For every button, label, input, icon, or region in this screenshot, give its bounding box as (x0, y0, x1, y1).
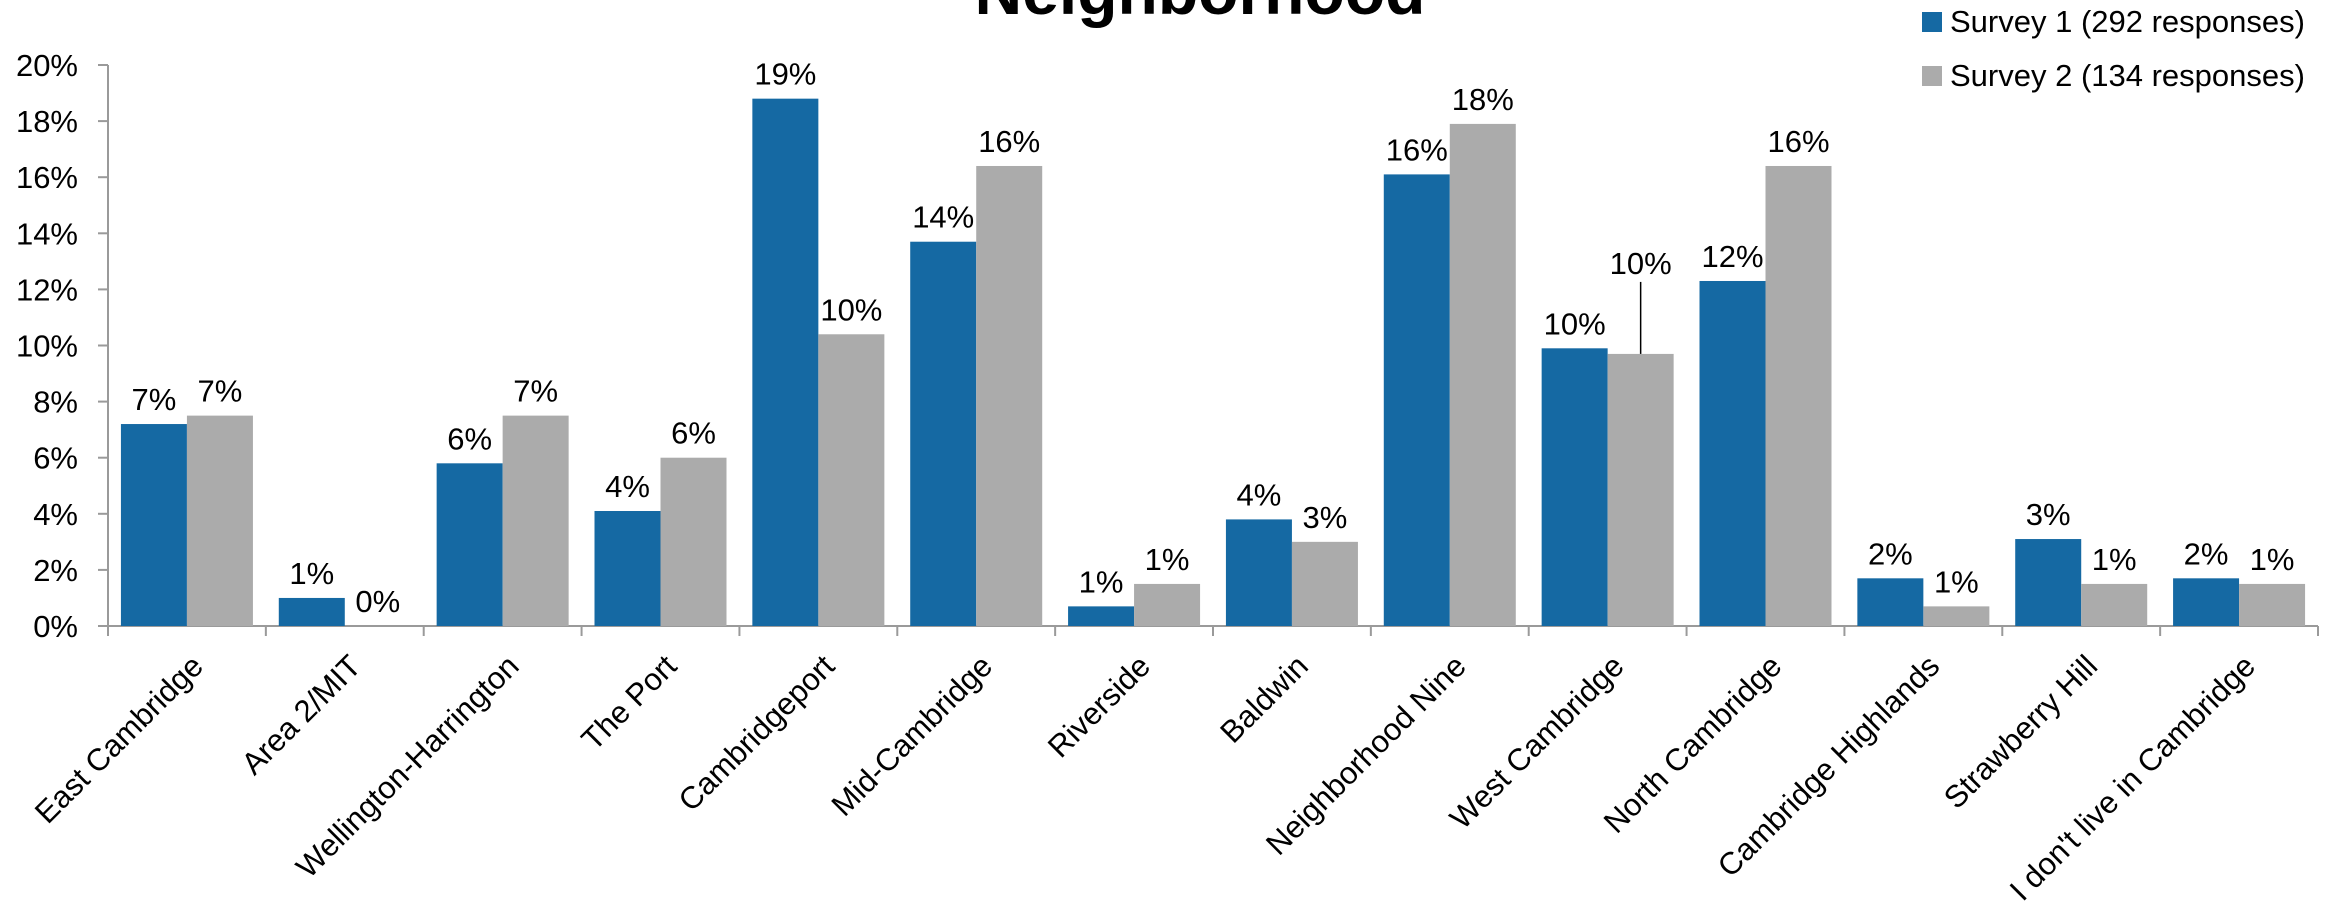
data-labels: 7% 1% 6% 4% 19% 14% 1% 4% 16% 10% 12% 2% 3% 2% 7% 0% 7% 6… (132, 57, 2295, 619)
bar-series-2 (976, 165, 1043, 627)
bar-series-1 (436, 463, 503, 626)
bar-series-2 (2239, 583, 2306, 626)
bar-series-2 (1449, 123, 1516, 626)
y-tick-label: 2% (33, 553, 78, 588)
data-label: 19% (754, 57, 816, 92)
data-label: 2% (1868, 536, 1913, 571)
data-label: 1% (1079, 564, 1124, 599)
data-label: 4% (1237, 477, 1282, 512)
bar-series-2 (660, 457, 727, 626)
bar-series-2 (1291, 541, 1358, 626)
x-tick-label: West Cambridge (1443, 648, 1631, 836)
bar-series-1 (2015, 539, 2082, 626)
data-label: 12% (1701, 239, 1763, 274)
data-label: 7% (513, 374, 558, 409)
legend-swatch-2 (1922, 66, 1942, 86)
bar-series-1 (1857, 578, 1924, 626)
bar-series-1 (1699, 280, 1766, 626)
bar-series-1 (120, 424, 187, 626)
x-tick-label: The Port (575, 648, 684, 757)
data-label: 1% (1145, 542, 1190, 577)
data-label: 16% (1386, 132, 1448, 167)
bars (120, 98, 2306, 627)
data-label: 7% (132, 382, 177, 417)
x-tick-label: Area 2/MIT (235, 648, 368, 781)
x-tick-label: Strawberry Hill (1937, 648, 2104, 815)
y-tick-label: 16% (16, 160, 78, 195)
chart-title: Neighborhood (975, 0, 1426, 28)
data-label: 6% (447, 421, 492, 456)
bar-series-2 (502, 415, 569, 626)
data-label: 1% (289, 556, 334, 591)
bar-series-1 (1225, 519, 1292, 626)
y-axis: 0% 2% 4% 6% 8% 10% 12% 14% 16% 18% 20% (16, 48, 109, 644)
data-label: 7% (198, 374, 243, 409)
y-tick-label: 10% (16, 329, 78, 364)
bar-series-1 (752, 98, 819, 626)
bar-series-2 (1134, 583, 1201, 626)
bar-series-2 (1607, 353, 1674, 626)
bar-series-1 (1541, 348, 1608, 626)
bar-series-1 (594, 510, 661, 626)
data-label: 1% (2092, 542, 2137, 577)
data-label: 1% (2250, 542, 2295, 577)
y-tick-label: 20% (16, 48, 78, 83)
y-tick-label: 0% (33, 609, 78, 644)
bar-series-2 (2081, 583, 2148, 626)
y-tick-label: 18% (16, 104, 78, 139)
legend: Survey 1 (292 responses) Survey 2 (134 re… (1922, 4, 2305, 93)
data-label: 3% (1303, 500, 1348, 535)
y-tick-label: 14% (16, 216, 78, 251)
data-label: 1% (1934, 564, 1979, 599)
bar-series-1 (910, 241, 977, 626)
data-label: 2% (2184, 536, 2229, 571)
x-axis: East Cambridge Area 2/MITWellington-Harri… (28, 625, 2319, 907)
data-label: 0% (355, 584, 400, 619)
bar-series-1 (278, 597, 345, 626)
x-tick-label: East Cambridge (28, 648, 210, 830)
x-tick-label: Baldwin (1213, 648, 1315, 750)
bar-series-2 (1765, 165, 1832, 627)
bar-series-2 (186, 415, 253, 626)
y-tick-label: 12% (16, 272, 78, 307)
x-tick-label: Mid-Cambridge (825, 648, 1000, 823)
data-label: 10% (820, 292, 882, 327)
x-tick-label: Riverside (1041, 648, 1157, 764)
legend-swatch-1 (1922, 12, 1942, 32)
bar-series-2 (1923, 606, 1990, 626)
bar-series-1 (1383, 174, 1450, 626)
legend-label-1: Survey 1 (292 responses) (1950, 4, 2305, 39)
x-tick-label: Cambridgeport (672, 648, 842, 818)
data-label: 18% (1452, 82, 1514, 117)
bar-series-1 (2173, 578, 2240, 626)
data-label: 6% (671, 416, 716, 451)
data-label: 3% (2026, 497, 2071, 532)
bar-series-2 (818, 334, 885, 626)
legend-label-2: Survey 2 (134 responses) (1950, 58, 2305, 93)
data-label: 10% (1610, 246, 1672, 281)
data-label: 10% (1544, 306, 1606, 341)
y-tick-label: 4% (33, 497, 78, 532)
data-label: 16% (978, 124, 1040, 159)
data-label: 16% (1767, 124, 1829, 159)
y-tick-label: 8% (33, 385, 78, 420)
data-label: 14% (912, 200, 974, 235)
y-tick-label: 6% (33, 441, 78, 476)
data-label: 4% (605, 469, 650, 504)
bar-series-1 (1068, 606, 1135, 626)
